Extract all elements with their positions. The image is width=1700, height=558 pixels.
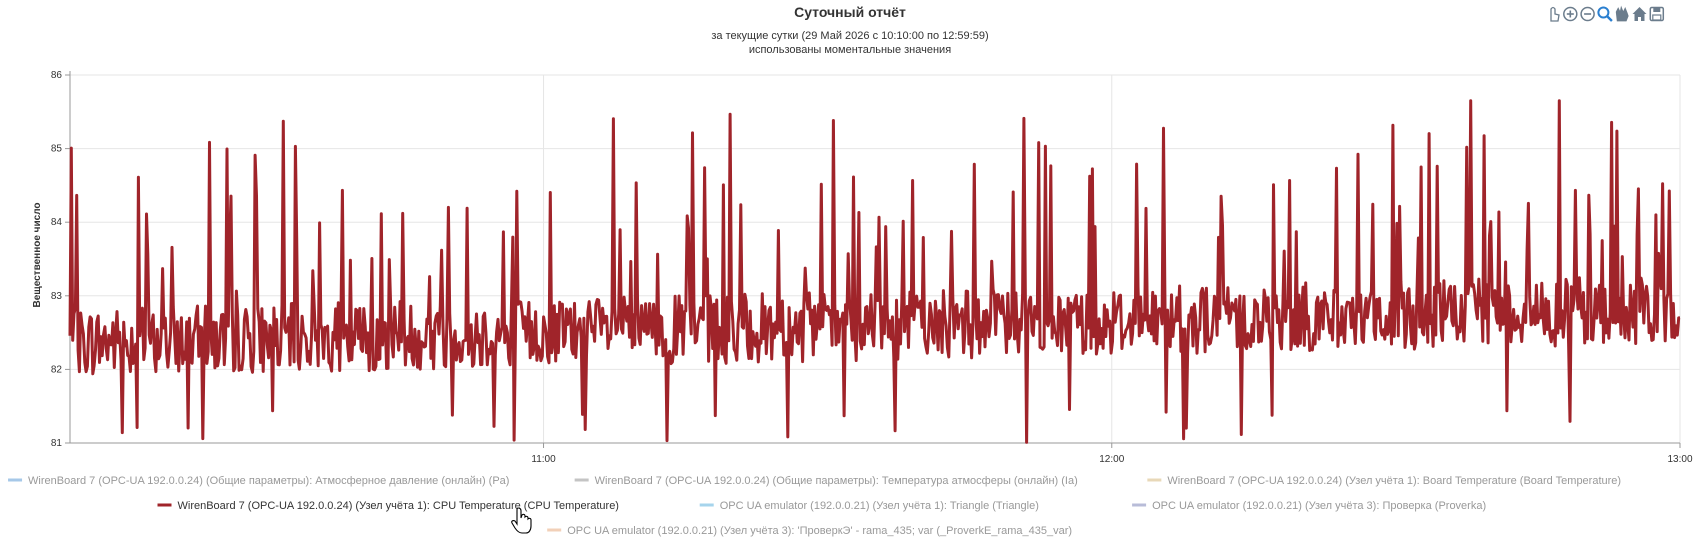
legend-label: OPC UA emulator (192.0.0.21) (Узел учёта… — [720, 500, 1039, 512]
legend-label: WirenBoard 7 (OPC-UA 192.0.0.24) (Узел у… — [1167, 475, 1621, 487]
legend-item-1[interactable]: WirenBoard 7 (OPC-UA 192.0.0.24) (Общие … — [574, 475, 1078, 487]
legend-item-4[interactable]: OPC UA emulator (192.0.0.21) (Узел учёта… — [699, 500, 1039, 512]
hand-select-icon[interactable] — [1545, 6, 1561, 22]
chart-toolbar — [1545, 5, 1665, 22]
x-tick-label-0: 11:00 — [531, 454, 556, 465]
home-icon[interactable] — [1632, 6, 1648, 22]
legend-label: WirenBoard 7 (OPC-UA 192.0.0.24) (Узел у… — [178, 500, 619, 512]
mouse-cursor-icon — [511, 507, 532, 534]
y-tick-label-4: 85 — [51, 144, 63, 155]
legend-item-0[interactable]: WirenBoard 7 (OPC-UA 192.0.0.24) (Общие … — [8, 475, 509, 487]
legend: WirenBoard 7 (OPC-UA 192.0.0.24) (Общие … — [8, 475, 1621, 537]
legend-label: WirenBoard 7 (OPC-UA 192.0.0.24) (Общие … — [595, 475, 1078, 487]
legend-item-5[interactable]: OPC UA emulator (192.0.0.21) (Узел учёта… — [1132, 500, 1486, 512]
y-tick-label-5: 86 — [51, 70, 63, 81]
legend-label: WirenBoard 7 (OPC-UA 192.0.0.24) (Общие … — [28, 475, 509, 487]
x-tick-label-2: 13:00 — [1667, 454, 1692, 465]
legend-item-3[interactable]: WirenBoard 7 (OPC-UA 192.0.0.24) (Узел у… — [157, 500, 619, 512]
zoom-magnifier-icon[interactable] — [1597, 6, 1613, 22]
y-tick-label-2: 83 — [51, 291, 63, 302]
pan-icon[interactable] — [1614, 5, 1630, 22]
legend-item-6[interactable]: OPC UA emulator (192.0.0.21) (Узел учёта… — [547, 525, 1072, 537]
zoom-out-icon[interactable] — [1580, 6, 1596, 22]
legend-label: OPC UA emulator (192.0.0.21) (Узел учёта… — [567, 525, 1072, 537]
plot-area[interactable] — [68, 99, 1681, 444]
y-tick-label-0: 81 — [51, 438, 63, 449]
save-icon[interactable] — [1649, 6, 1665, 22]
chart-subtitle-mode: использованы моментальные значения — [749, 44, 951, 56]
y-tick-label-1: 82 — [51, 364, 63, 375]
legend-item-2[interactable]: WirenBoard 7 (OPC-UA 192.0.0.24) (Узел у… — [1147, 475, 1621, 487]
x-tick-label-1: 12:00 — [1099, 454, 1124, 465]
zoom-in-icon[interactable] — [1562, 6, 1578, 22]
chart-title: Суточный отчёт — [794, 4, 906, 20]
y-axis-label: Вещественное число — [32, 202, 43, 307]
series-line-cpu-temperature[interactable] — [68, 99, 1681, 444]
legend-label: OPC UA emulator (192.0.0.21) (Узел учёта… — [1152, 500, 1486, 512]
y-tick-label-3: 84 — [51, 217, 63, 228]
chart-subtitle-period: за текущие сутки (29 Май 2026 с 10:10:00… — [711, 30, 988, 42]
